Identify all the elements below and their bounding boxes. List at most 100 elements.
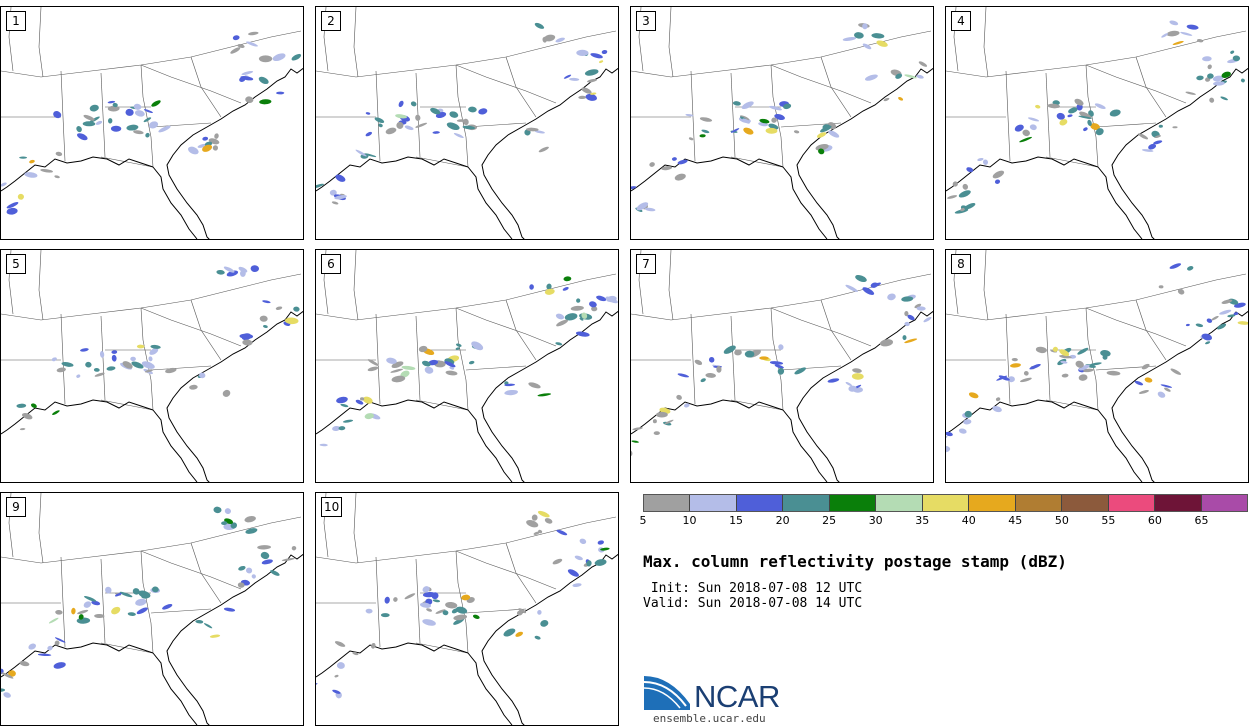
echo-cell — [149, 348, 159, 355]
member-panel: 1 — [0, 6, 304, 240]
echo-cell — [656, 411, 668, 418]
echo-cell — [1187, 266, 1194, 271]
echo-cell — [864, 74, 878, 81]
state-boundary — [230, 273, 302, 291]
echo-cell — [515, 631, 523, 637]
valid-time: Valid: Sun 2018-07-08 14 UTC — [643, 596, 863, 611]
state-boundary — [150, 365, 212, 371]
echo-cell — [360, 397, 365, 401]
state-boundary — [353, 7, 359, 78]
echo-cell — [590, 92, 597, 95]
echo-cell — [1067, 114, 1073, 118]
state-boundary — [1135, 299, 1167, 361]
echo-cell — [542, 36, 547, 43]
echo-cell — [664, 419, 674, 425]
coastline — [481, 310, 618, 482]
state-boundary — [100, 399, 154, 411]
echo-cell — [202, 144, 213, 152]
echo-cell — [245, 528, 258, 534]
echo-cell — [1011, 357, 1018, 362]
state-boundary — [375, 556, 381, 648]
reflectivity-map — [1, 250, 303, 482]
echo-cell — [783, 103, 792, 110]
coastline — [316, 642, 469, 678]
echo-cell — [95, 120, 103, 125]
echo-cell — [529, 284, 534, 290]
echo-cell — [391, 375, 406, 383]
echo-cell — [777, 367, 785, 375]
state-boundary — [455, 550, 469, 654]
echo-cell — [960, 207, 965, 212]
state-boundary — [1045, 315, 1051, 401]
echo-cell — [534, 635, 541, 640]
echo-cell — [107, 105, 120, 112]
echo-cell — [404, 593, 416, 600]
echo-cell — [1144, 377, 1153, 383]
echo-cell — [223, 266, 235, 273]
state-boundary — [780, 365, 842, 371]
echo-cell — [332, 689, 341, 694]
echo-cell — [1029, 124, 1037, 131]
echo-cell — [122, 361, 133, 369]
colorbar-segment — [690, 495, 737, 511]
echo-cell — [202, 136, 209, 141]
echo-cell — [133, 103, 142, 110]
echo-cell — [902, 335, 907, 341]
echo-cell — [845, 284, 858, 293]
echo-cell — [1221, 299, 1233, 304]
echo-cell — [426, 608, 433, 612]
echo-cell — [76, 374, 81, 378]
echo-cell — [585, 93, 598, 101]
echo-cell — [586, 78, 598, 83]
state-boundary — [415, 156, 469, 168]
echo-cell — [1035, 346, 1047, 354]
colorbar-tick: 5 — [639, 514, 647, 527]
echo-cell — [246, 41, 258, 47]
echo-cell — [446, 122, 460, 130]
coastline — [166, 553, 303, 725]
echo-cell — [158, 125, 171, 133]
echo-cell — [992, 170, 1005, 179]
coastline — [481, 67, 618, 239]
echo-cell — [316, 183, 325, 189]
echo-cell — [1019, 136, 1032, 143]
echo-cell — [430, 107, 441, 115]
state-boundary — [770, 64, 872, 104]
coastline — [1, 642, 154, 678]
echo-cell — [232, 35, 240, 41]
echo-cell — [862, 287, 875, 295]
echo-cell — [576, 298, 581, 303]
echo-cell — [644, 207, 656, 212]
echo-cell — [632, 427, 643, 431]
echo-cell — [526, 520, 539, 528]
echo-cell — [432, 599, 441, 603]
coastline — [631, 399, 784, 435]
echo-cell — [432, 131, 440, 134]
echo-cell — [1230, 50, 1235, 54]
reflectivity-map — [946, 7, 1248, 239]
echo-cell — [127, 612, 136, 616]
echo-cell — [1047, 103, 1060, 109]
echo-cell — [230, 522, 238, 529]
state-boundary — [353, 250, 359, 321]
echo-cell — [907, 314, 915, 321]
echo-cell — [1087, 119, 1092, 127]
echo-cell — [281, 558, 295, 561]
state-boundary — [455, 307, 557, 347]
state-boundary — [353, 493, 359, 564]
member-panel: 8 — [945, 249, 1249, 483]
echo-cell — [61, 361, 74, 367]
echo-cell — [472, 614, 480, 619]
echo-cell — [418, 345, 428, 353]
echo-cell — [581, 312, 588, 319]
echo-cell — [570, 305, 584, 311]
echo-cell — [367, 359, 379, 366]
echo-cell — [1177, 288, 1185, 295]
echo-cell — [150, 344, 161, 349]
echo-cell — [774, 364, 784, 369]
echo-cell — [331, 201, 339, 205]
echo-cell — [854, 32, 864, 39]
echo-cell — [1138, 133, 1149, 140]
colorbar-tick: 30 — [868, 514, 883, 527]
echo-cell — [428, 359, 439, 366]
